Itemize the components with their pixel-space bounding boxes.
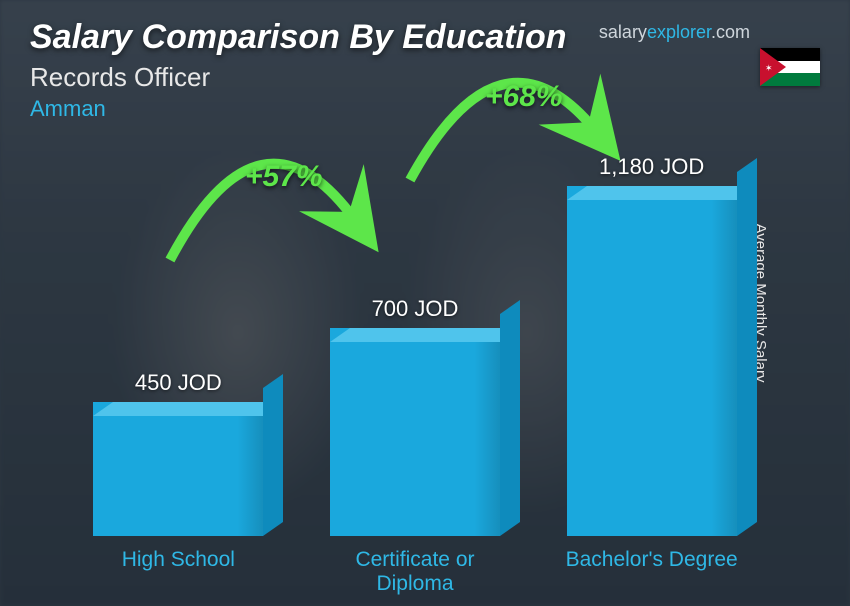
bar-top-face [93,402,283,416]
bar-side-face [263,374,283,536]
bar-top-face [567,186,757,200]
bar-value-label: 1,180 JOD [599,154,704,180]
bar-wrap-1: 700 JOD [320,296,510,536]
x-label: Bachelor's Degree [557,548,747,596]
flag-star: ✶ [765,63,773,74]
bar-3d [93,402,263,536]
bar-value-label: 700 JOD [372,296,459,322]
chart-location: Amman [30,96,106,122]
brand-prefix: salary [599,22,647,42]
brand-label: salaryexplorer.com [599,22,750,43]
chart-title: Salary Comparison By Education [30,18,567,57]
x-axis-labels: High School Certificate or Diploma Bache… [60,548,770,596]
flag-triangle [760,48,786,86]
bar-3d [330,328,500,536]
bar-front-face [93,402,263,536]
x-label: Certificate or Diploma [320,548,510,596]
bar-front-face [567,186,737,536]
bar-side-face [500,300,520,536]
brand-suffix: .com [711,22,750,42]
brand-accent: explorer [647,22,711,42]
bar-chart: 450 JOD 700 JOD 1,180 JOD [60,130,770,536]
x-label: High School [83,548,273,596]
chart-subtitle: Records Officer [30,62,210,93]
content-layer: Salary Comparison By Education Records O… [0,0,850,606]
bar-value-label: 450 JOD [135,370,222,396]
bar-front-face [330,328,500,536]
country-flag-jordan: ✶ [760,48,820,86]
bar-3d [567,186,737,536]
bar-side-face [737,158,757,536]
bar-top-face [330,328,520,342]
bar-wrap-2: 1,180 JOD [557,154,747,536]
increase-pct-0: +57% [245,160,323,194]
bar-wrap-0: 450 JOD [83,370,273,536]
increase-pct-1: +68% [485,80,563,114]
bars-container: 450 JOD 700 JOD 1,180 JOD [60,130,770,536]
